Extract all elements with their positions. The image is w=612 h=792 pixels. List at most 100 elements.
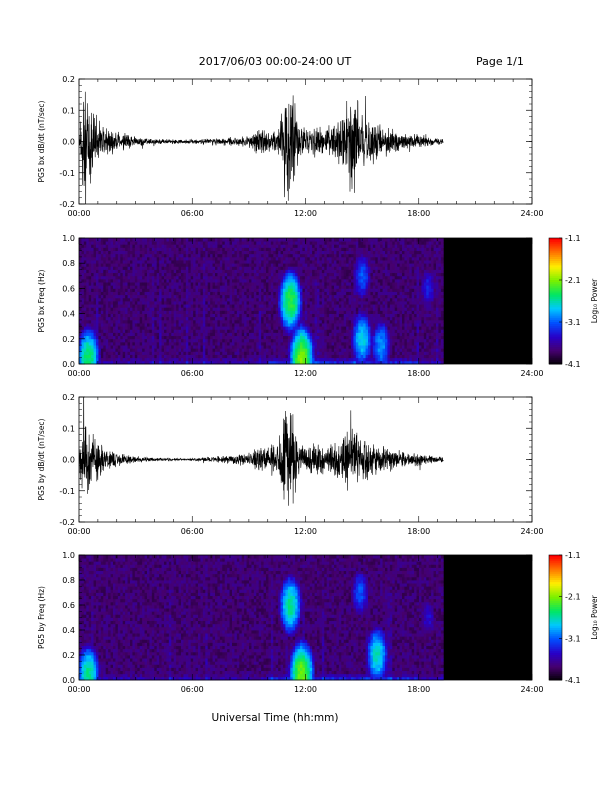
spectrogram-cell — [202, 304, 206, 308]
spectrogram-cell — [130, 297, 133, 302]
spectrogram-cell — [297, 341, 301, 346]
spectrogram-cell — [309, 294, 313, 299]
spectrogram-cell — [120, 278, 124, 283]
spectrogram-cell — [251, 260, 255, 264]
spectrogram-cell — [302, 272, 306, 277]
spectrogram-cell — [137, 354, 141, 359]
spectrogram-cell — [319, 269, 323, 274]
spectrogram-cell — [329, 247, 332, 251]
spectrogram-cell — [246, 285, 250, 289]
spectrogram-cell — [336, 275, 340, 280]
spectrogram-cell — [164, 304, 167, 308]
spectrogram-cell — [115, 323, 119, 327]
spectrogram-cell — [326, 316, 330, 321]
spectrogram-cell — [198, 263, 201, 267]
spectrogram-cell — [329, 338, 332, 343]
spectrogram-cell — [144, 338, 148, 343]
spectrogram-cell — [261, 319, 264, 324]
spectrogram-cell — [338, 345, 342, 349]
spectrogram-cell — [355, 247, 359, 251]
spectrogram-cell — [336, 285, 340, 289]
spectrogram-cell — [185, 297, 189, 302]
spectrogram-cell — [139, 256, 143, 261]
spectrogram-cell — [195, 241, 199, 245]
spectrogram-cell — [324, 297, 328, 302]
spectrogram-cell — [202, 345, 206, 349]
spectrogram-cell — [275, 282, 279, 286]
spectrogram-cell — [372, 354, 376, 359]
spectrogram-cell — [229, 304, 233, 308]
spectrogram-cell — [266, 269, 269, 274]
spectrogram-cell — [360, 294, 364, 299]
spectrogram-cell — [232, 253, 235, 258]
spectrogram-cell — [275, 329, 279, 333]
spectrogram-cell — [270, 244, 274, 248]
spectrogram-cell — [88, 291, 92, 296]
spectrogram-cell — [239, 291, 243, 296]
spectrogram-cell — [341, 238, 345, 242]
spectrogram-cell — [205, 307, 209, 311]
spectrogram-cell — [91, 256, 94, 261]
spectrogram-cell — [144, 291, 148, 296]
spectrogram-cell — [268, 272, 272, 277]
spectrogram-cell — [275, 357, 279, 362]
spectrogram-cell — [142, 260, 145, 264]
spectrogram-cell — [372, 250, 376, 255]
spectrogram-cell — [256, 338, 260, 343]
spectrogram-cell — [193, 256, 196, 261]
spectrogram-cell — [161, 297, 165, 302]
spectrogram-cell — [290, 307, 294, 311]
spectrogram-cell — [261, 244, 264, 248]
spectrogram-cell — [161, 291, 165, 296]
spectrogram-cell — [304, 256, 308, 261]
spectrogram-cell — [98, 348, 102, 352]
spectrogram-cell — [224, 323, 228, 327]
spectrogram-cell — [200, 341, 204, 346]
spectrogram-cell — [222, 360, 226, 365]
spectrogram-cell — [130, 332, 133, 337]
spectrogram-cell — [91, 310, 94, 314]
spectrogram-cell — [120, 247, 124, 251]
spectrogram-cell — [338, 351, 342, 355]
spectrogram-cell — [185, 316, 189, 321]
spectrogram-cell — [355, 310, 359, 314]
spectrogram-cell — [336, 272, 340, 277]
spectrogram-cell — [278, 354, 281, 359]
spectrogram-cell — [302, 297, 306, 302]
spectrogram-cell — [326, 294, 330, 299]
spectrogram-cell — [181, 288, 184, 292]
spectrogram-cell — [253, 269, 257, 274]
spectrogram-cell — [96, 326, 99, 330]
spectrogram-cell — [292, 351, 296, 355]
spectrogram-cell — [171, 247, 175, 251]
spectrogram-cell — [338, 329, 342, 333]
spectrogram-cell — [321, 272, 325, 277]
spectrogram-cell — [176, 335, 179, 340]
spectrogram-cell — [181, 313, 184, 318]
spectrogram-cell — [227, 304, 230, 308]
spectrogram-cell — [304, 345, 308, 349]
spectrogram-cell — [212, 272, 216, 277]
spectrogram-cell — [251, 238, 255, 242]
spectrogram-cell — [368, 297, 371, 302]
spectrogram-cell — [280, 323, 284, 327]
spectrogram-cell — [287, 250, 291, 255]
spectrogram-cell — [164, 253, 167, 258]
spectrogram-cell — [280, 250, 284, 255]
spectrogram-cell — [205, 332, 209, 337]
spectrogram-cell — [229, 241, 233, 245]
spectrogram-cell — [183, 301, 187, 305]
spectrogram-cell — [334, 263, 337, 267]
spectrogram-cell — [275, 313, 279, 318]
spectrogram-cell — [222, 313, 226, 318]
spectrogram-cell — [355, 351, 359, 355]
spectrogram-cell — [266, 282, 269, 286]
spectrogram-cell — [287, 301, 291, 305]
spectrogram-cell — [295, 275, 298, 280]
spectrogram-cell — [334, 348, 337, 352]
spectrogram-cell — [125, 329, 128, 333]
spectrogram-cell — [205, 269, 209, 274]
spectrogram-cell — [346, 360, 349, 365]
spectrogram-cell — [234, 241, 238, 245]
spectrogram-cell — [142, 272, 145, 277]
